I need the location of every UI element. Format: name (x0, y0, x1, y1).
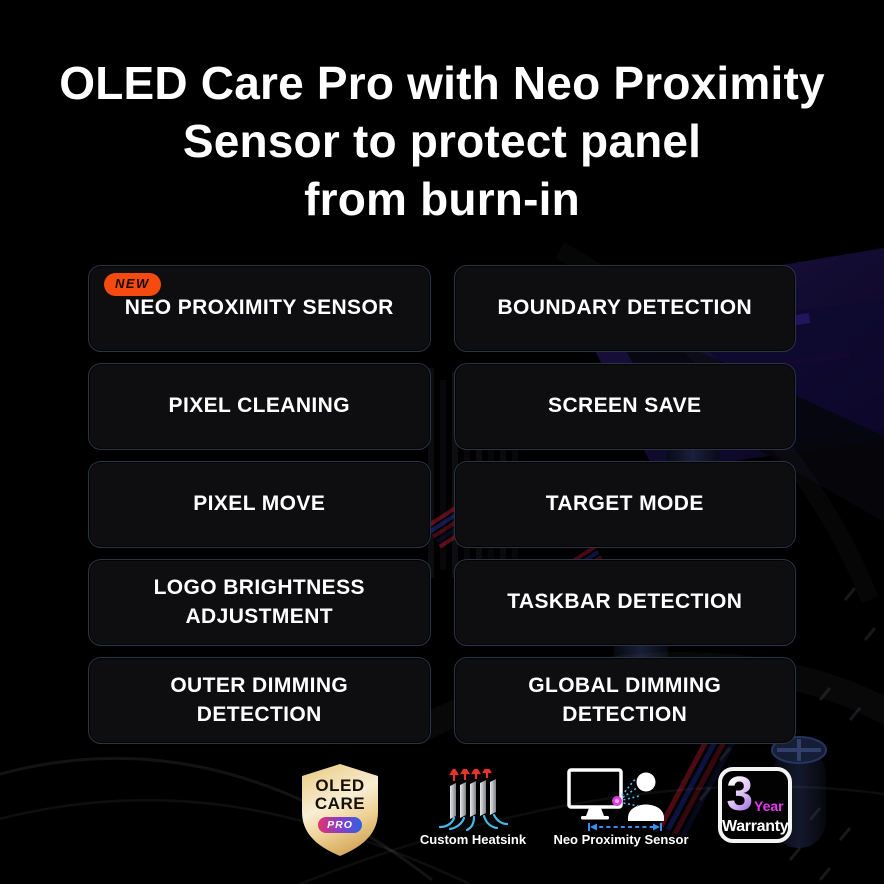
feature-label: PIXEL CLEANING (168, 394, 350, 418)
feature-label: LOGO BRIGHTNESS ADJUSTMENT (153, 576, 365, 628)
feature-label: OUTER DIMMING DETECTION (170, 674, 349, 726)
feature-card-target-mode[interactable]: TARGET MODE (453, 461, 796, 548)
feature-card-neo-proximity-sensor[interactable]: NEW NEO PROXIMITY SENSOR (88, 265, 431, 352)
feature-card-pixel-move[interactable]: PIXEL MOVE (88, 461, 431, 548)
feature-label: GLOBAL DIMMING DETECTION (528, 674, 722, 726)
warranty-year: Year (754, 798, 784, 814)
heatsink-icon (438, 769, 508, 831)
feature-grid: NEW NEO PROXIMITY SENSOR BOUNDARY DETECT… (88, 265, 796, 744)
warranty-number: 3 (726, 768, 754, 821)
feature-card-outer-dimming-detection[interactable]: OUTER DIMMING DETECTION (88, 657, 431, 744)
feature-card-taskbar-detection[interactable]: TASKBAR DETECTION (453, 559, 796, 646)
feature-card-logo-brightness-adjustment[interactable]: LOGO BRIGHTNESS ADJUSTMENT (88, 559, 431, 646)
title-line-2: Sensor to protect panel (182, 115, 702, 167)
feature-label: SCREEN SAVE (548, 394, 702, 418)
feature-label: TASKBAR DETECTION (507, 590, 743, 614)
feature-card-screen-save[interactable]: SCREEN SAVE (453, 363, 796, 450)
feature-label: BOUNDARY DETECTION (497, 296, 753, 320)
oled-care-pro-line2: CARE (314, 794, 366, 813)
oled-care-pro-badge: OLED CARE PRO (302, 764, 378, 856)
feature-card-global-dimming-detection[interactable]: GLOBAL DIMMING DETECTION (453, 657, 796, 744)
proximity-sensor-label: Neo Proximity Sensor (553, 832, 689, 847)
page-title: OLED Care Pro with Neo Proximity Sensor … (0, 54, 884, 228)
oled-care-pro-line1: OLED (315, 776, 365, 795)
feature-label: NEO PROXIMITY SENSOR (124, 296, 394, 320)
feature-label: PIXEL MOVE (193, 492, 326, 516)
feature-label: TARGET MODE (545, 492, 704, 516)
title-line-1: OLED Care Pro with Neo Proximity (59, 57, 825, 109)
feature-card-pixel-cleaning[interactable]: PIXEL CLEANING (88, 363, 431, 450)
new-badge: NEW (104, 273, 161, 296)
proximity-sensor-icon (567, 768, 664, 831)
warranty-badge: 3 Year Warranty (718, 767, 792, 843)
warranty-word: Warranty (722, 818, 789, 835)
feature-card-boundary-detection[interactable]: BOUNDARY DETECTION (453, 265, 796, 352)
title-line-3: from burn-in (304, 173, 580, 225)
pro-pill: PRO (318, 817, 362, 833)
heatsink-label: Custom Heatsink (419, 832, 527, 847)
